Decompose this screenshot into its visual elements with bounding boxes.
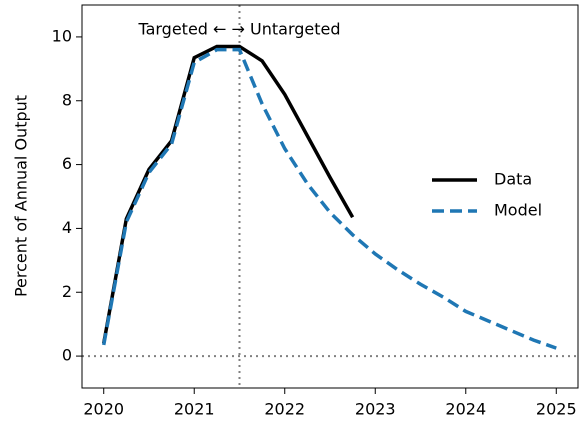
y-tick-label: 10 (52, 26, 72, 45)
x-tick-label: 2020 (83, 400, 124, 419)
x-tick-label: 2025 (536, 400, 577, 419)
legend-label: Model (494, 201, 542, 220)
y-axis-label: Percent of Annual Output (12, 95, 31, 297)
y-tick-label: 6 (62, 154, 72, 173)
y-tick-label: 2 (62, 282, 72, 301)
y-tick-label: 8 (62, 90, 72, 109)
x-tick-label: 2023 (355, 400, 396, 419)
y-tick-label: 4 (62, 218, 72, 237)
axes-frame (81, 4, 579, 389)
data-line (102, 47, 557, 350)
annotation: Targeted ← → Untargeted (137, 20, 340, 39)
legend-label: Data (494, 170, 532, 189)
y-tick-label: 0 (62, 346, 72, 365)
x-tick-label: 2022 (264, 400, 305, 419)
x-tick-label: 2021 (174, 400, 215, 419)
x-tick-label: 2024 (445, 400, 486, 419)
